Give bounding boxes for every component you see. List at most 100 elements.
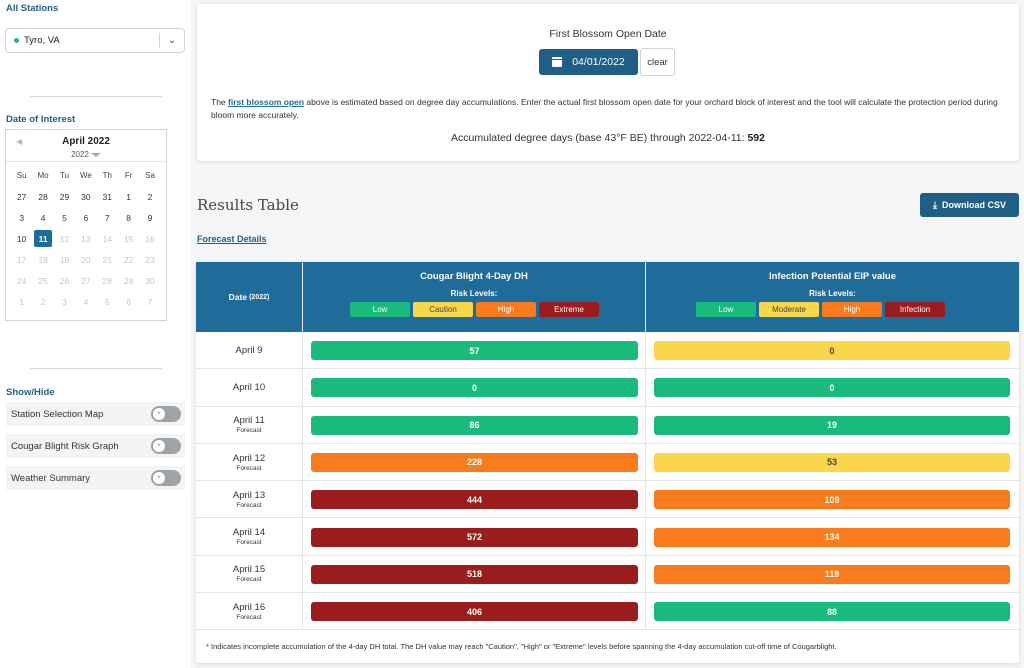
calendar-day[interactable]: 27: [16, 191, 27, 202]
prev-month-icon[interactable]: ◀: [16, 137, 23, 146]
calendar-day[interactable]: 7: [104, 212, 110, 223]
calendar-day: 16: [145, 233, 155, 244]
calendar-day[interactable]: 10: [16, 233, 27, 244]
toggle-label: Station Selection Map: [11, 408, 104, 420]
row-date: April 9: [235, 344, 263, 356]
table-footnote: * Indicates incomplete accumulation of t…: [206, 642, 837, 651]
calendar-day[interactable]: 6: [83, 212, 89, 223]
blossom-date-value: 04/01/2022: [572, 56, 625, 68]
infection-potential-cell: 0: [646, 369, 1019, 405]
calendar-day: 22: [123, 254, 134, 265]
toggle-cougar-blight-risk-graph[interactable]: Cougar Blight Risk Graph ×: [6, 434, 185, 458]
calendar-divider: [6, 161, 166, 162]
station-selected-value: Tyro, VA: [24, 35, 60, 46]
forecast-tag: Forecast: [236, 427, 262, 435]
close-icon: ×: [153, 440, 165, 452]
date-of-interest-heading: Date of Interest: [6, 114, 76, 125]
calendar-day: 4: [83, 297, 89, 308]
infection-potential-value-bar: 53: [654, 452, 1010, 472]
cougar-blight-cell: 444: [303, 481, 646, 518]
calendar-day[interactable]: 29: [59, 191, 70, 202]
calendar-day[interactable]: 2: [147, 191, 153, 202]
select-separator: [159, 33, 160, 48]
infection-potential-cell: 119: [646, 556, 1019, 592]
calendar-day: 17: [16, 254, 27, 265]
table-header: Date (2022) Cougar Blight 4-Day DH Risk L…: [196, 262, 1019, 332]
table-row: April 9 57 0: [196, 332, 1019, 370]
blossom-date-picker-button[interactable]: 04/01/2022: [539, 49, 638, 75]
results-table: Date (2022) Cougar Blight 4-Day DH Risk L…: [196, 262, 1019, 663]
toggle-switch[interactable]: ×: [151, 470, 181, 486]
desc-suffix: above is estimated based on degree day a…: [211, 97, 998, 120]
chevron-down-icon[interactable]: ⌄: [167, 35, 177, 46]
calendar-day: 27: [81, 276, 91, 287]
toggle-switch[interactable]: ×: [151, 438, 181, 454]
calendar-year-label: 2022: [71, 150, 89, 159]
station-select[interactable]: Tyro, VA ⌄: [5, 28, 185, 53]
cougar-blight-title: Cougar Blight 4-Day DH: [420, 271, 528, 282]
row-date: April 11: [233, 415, 265, 427]
calendar-day[interactable]: 8: [126, 212, 132, 223]
first-blossom-open-link[interactable]: first blossom open: [228, 97, 305, 107]
table-row: April 12 Forecast 228 53: [196, 443, 1019, 482]
calendar-grid: Su Mo Tu We Th Fr Sa 27 28 29 30 31 1 2 3 4 5 6 7 8 9 10 11 12 1…: [11, 165, 161, 313]
toggle-station-selection-map[interactable]: Station Selection Map ×: [6, 402, 185, 426]
calendar-day[interactable]: 1: [126, 191, 132, 202]
calendar-day-selected[interactable]: 11: [34, 230, 52, 248]
forecast-tag: Forecast: [236, 501, 262, 509]
accumulated-degree-days: Accumulated degree days (base 43°F BE) t…: [197, 132, 1019, 144]
calendar-day: 1: [19, 297, 25, 308]
cougar-blight-cell: 0: [303, 369, 646, 406]
cougar-blight-value-bar: 444: [311, 490, 638, 510]
calendar-weekday: Mo: [37, 171, 49, 181]
cougar-blight-value-bar: 228: [311, 452, 638, 472]
calendar-day[interactable]: 5: [62, 212, 67, 223]
cougar-blight-value-bar: 57: [311, 341, 638, 360]
date-cell: April 10: [196, 369, 303, 406]
calendar-day: 7: [147, 297, 153, 308]
calendar-month-label: April 2022: [62, 136, 110, 147]
accum-value: 592: [747, 132, 765, 144]
infection-potential-value-bar: 88: [654, 602, 1010, 622]
download-csv-button[interactable]: ⤓ Download CSV: [920, 193, 1019, 217]
infection-potential-risk-label: Risk Levels:: [809, 289, 856, 298]
toggle-label: Weather Summary: [11, 472, 91, 484]
row-date: April 12: [232, 452, 266, 464]
showhide-heading: Show/Hide: [6, 387, 55, 398]
calendar-weekday: Sa: [145, 171, 155, 181]
calendar-day: 6: [126, 297, 132, 308]
clear-button[interactable]: clear: [640, 48, 675, 76]
calendar-day: 3: [62, 297, 67, 308]
sidebar: All Stations Tyro, VA ⌄ Date of Interest…: [0, 0, 191, 668]
row-date: April 15: [232, 564, 266, 576]
calendar-day: 24: [16, 276, 27, 287]
calendar-day: 21: [102, 254, 112, 265]
calendar-day[interactable]: 9: [147, 212, 153, 223]
calendar-year-select[interactable]: 2022: [6, 150, 166, 159]
toggle-weather-summary[interactable]: Weather Summary ×: [6, 466, 185, 490]
calendar-day[interactable]: 3: [19, 212, 25, 223]
calendar-day[interactable]: 30: [81, 191, 91, 202]
cougar-blight-value-bar: 518: [311, 564, 638, 584]
calendar-weekday: Th: [102, 171, 112, 181]
calendar-day: 20: [81, 254, 91, 265]
first-blossom-card: First Blossom Open Date 04/01/2022 clear…: [197, 4, 1019, 161]
table-row: April 11 Forecast 86 19: [196, 406, 1019, 444]
download-icon: ⤓: [933, 199, 937, 210]
calendar-day[interactable]: 31: [102, 191, 112, 202]
close-icon: ×: [153, 408, 165, 420]
calendar-day: 14: [102, 233, 112, 244]
calendar-day: 15: [123, 233, 134, 244]
date-cell: April 13 Forecast: [196, 481, 303, 518]
calendar-weekday: Tu: [59, 171, 69, 181]
date-header-year: (2022): [249, 293, 270, 301]
calendar-day: 25: [38, 276, 48, 287]
table-row: April 16 Forecast 406 88: [196, 593, 1019, 631]
date-cell: April 15 Forecast: [196, 555, 303, 593]
infection-potential-column-header: Infection Potential EIP value Risk Level…: [646, 262, 1019, 332]
forecast-details-link[interactable]: Forecast Details: [197, 234, 267, 244]
calendar-day[interactable]: 28: [38, 191, 48, 202]
toggle-switch[interactable]: ×: [151, 406, 181, 422]
calendar-day[interactable]: 4: [40, 212, 46, 223]
row-date: April 16: [232, 601, 266, 613]
